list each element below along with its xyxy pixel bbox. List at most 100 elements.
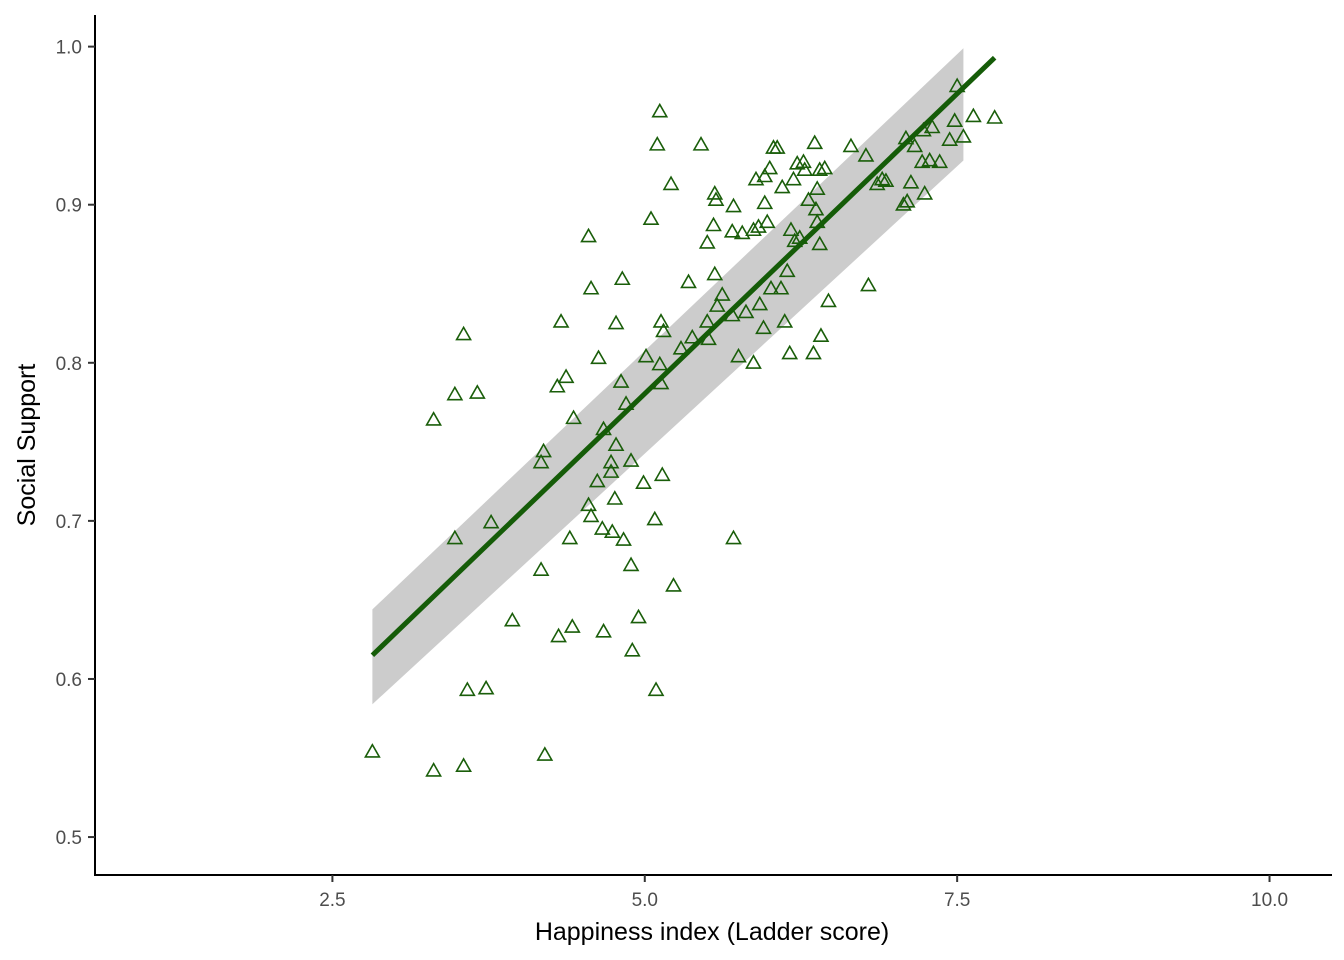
data-point: [756, 194, 774, 210]
data-point: [692, 136, 710, 151]
data-point: [751, 295, 769, 311]
data-point: [550, 627, 567, 643]
data-point: [931, 153, 949, 169]
data-point: [532, 561, 550, 576]
data-point: [565, 409, 582, 425]
data-point: [916, 185, 934, 200]
data-point: [582, 279, 600, 295]
data-point: [477, 679, 495, 695]
data-point: [902, 173, 920, 189]
data-point: [800, 191, 817, 207]
data-point: [552, 313, 570, 328]
data-point: [655, 322, 672, 338]
data-point: [622, 556, 640, 572]
data-point: [785, 170, 802, 186]
data-point: [725, 197, 742, 213]
data-point: [816, 159, 834, 175]
data-point: [532, 453, 550, 469]
data-point: [788, 154, 806, 170]
data-point: [425, 411, 442, 426]
data-point: [630, 608, 647, 624]
data-point: [648, 136, 666, 151]
data-point: [745, 354, 762, 369]
data-point: [482, 513, 500, 529]
data-point: [725, 529, 742, 545]
data-point: [782, 221, 800, 237]
data-point: [877, 172, 895, 188]
data-point: [806, 134, 824, 150]
data-point: [795, 153, 812, 169]
data-point: [745, 221, 762, 237]
data-point: [747, 170, 765, 186]
x-tick-label: 10.0: [1251, 890, 1288, 911]
data-point: [773, 178, 791, 194]
data-point: [652, 313, 670, 328]
y-axis-title: Social Support: [13, 364, 41, 527]
data-point: [642, 210, 660, 225]
data-point: [582, 507, 600, 523]
data-point: [768, 139, 786, 154]
data-point: [593, 520, 611, 535]
data-point: [946, 112, 964, 127]
data-point: [812, 327, 830, 342]
axes-layer: [94, 15, 1332, 876]
data-point: [651, 102, 669, 118]
data-point: [613, 270, 631, 286]
data-point: [580, 227, 597, 243]
data-point: [941, 131, 959, 146]
data-point: [781, 344, 799, 360]
data-point: [612, 373, 630, 388]
data-point: [857, 147, 875, 162]
data-point: [623, 641, 641, 657]
data-point: [820, 292, 837, 308]
data-point: [602, 453, 620, 469]
confidence-band: [372, 48, 964, 705]
data-point: [455, 757, 472, 772]
data-point: [603, 523, 621, 538]
data-point: [607, 314, 625, 330]
data-point: [653, 466, 671, 482]
data-point: [811, 235, 829, 251]
data-point: [761, 159, 779, 175]
ticks-layer: 2.5 5.0 7.5 10.0 0.5 0.6 0.7 0.8 0.9 1.0: [56, 38, 1288, 911]
data-point: [622, 452, 640, 467]
y-tick-label: 1.0: [56, 38, 82, 59]
data-point: [548, 377, 566, 393]
data-point: [425, 762, 442, 777]
data-point: [561, 529, 579, 545]
data-point: [756, 167, 774, 183]
data-point: [615, 531, 632, 546]
y-tick-label: 0.5: [56, 828, 82, 849]
y-tick-label: 0.8: [56, 354, 82, 375]
data-point: [921, 151, 939, 167]
data-point: [503, 611, 521, 627]
data-point: [590, 349, 607, 365]
data-point: [750, 218, 767, 233]
data-point: [647, 681, 665, 697]
data-point: [698, 313, 716, 328]
data-point: [707, 191, 725, 207]
fit-line-layer: [370, 55, 997, 658]
points-layer: [364, 77, 1004, 777]
data-point: [776, 313, 794, 328]
y-tick-label: 0.6: [56, 670, 82, 691]
confidence-band-layer: [372, 48, 964, 705]
data-point: [923, 118, 941, 134]
data-point: [733, 224, 751, 240]
data-point: [683, 328, 701, 344]
data-point: [536, 746, 554, 761]
data-point: [557, 368, 575, 384]
data-point: [563, 618, 581, 633]
data-point: [680, 273, 697, 289]
data-point: [705, 216, 722, 232]
data-point: [468, 384, 486, 399]
data-point: [737, 303, 755, 319]
data-point: [606, 490, 624, 505]
data-point: [842, 137, 860, 153]
data-point: [588, 472, 606, 488]
data-point: [807, 200, 825, 216]
data-point: [595, 622, 612, 638]
y-tick-label: 0.9: [56, 196, 82, 217]
data-point: [860, 276, 877, 292]
fit-line: [370, 55, 997, 658]
